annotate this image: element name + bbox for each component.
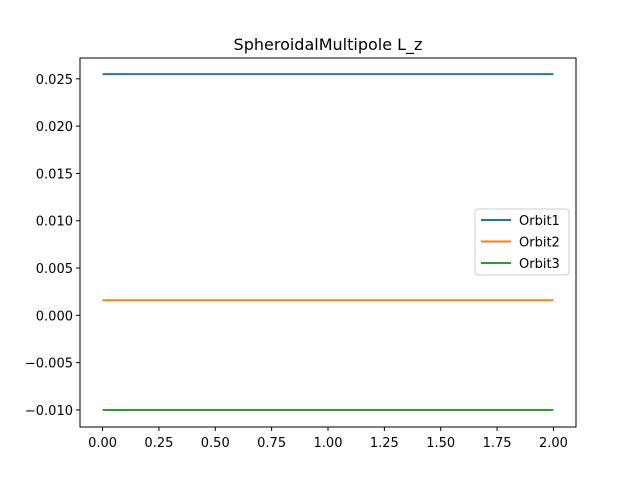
x-tick-label: 1.25 [370,436,399,451]
chart-title: SpheroidalMultipole L_z [234,35,423,55]
series-layer [102,73,554,411]
x-tick-label: 0.25 [144,436,173,451]
y-axis: −0.010 −0.005 0.000 0.005 0.010 0.015 0.020 0.0… [25,73,80,419]
x-tick-label: 2.00 [539,436,568,451]
y-tick-label: 0.025 [36,73,73,88]
x-tick-label: 1.75 [483,436,512,451]
legend-label-orbit2: Orbit2 [519,236,560,251]
y-tick-label: 0.015 [36,167,73,182]
y-tick-label: 0.010 [36,215,73,230]
y-tick-label: −0.010 [25,404,73,419]
legend: Orbit1 Orbit2 Orbit3 [474,208,570,276]
x-axis: 0.00 0.25 0.50 0.75 1.00 1.25 1.50 1.75 2.00 [88,427,568,451]
legend-label-orbit1: Orbit1 [519,214,560,229]
x-tick-label: 0.50 [201,436,230,451]
x-tick-label: 1.50 [426,436,455,451]
legend-box [474,208,570,276]
x-tick-label: 0.00 [88,436,117,451]
y-tick-label: 0.020 [36,120,73,135]
x-tick-label: 1.00 [314,436,343,451]
y-tick-label: 0.005 [36,262,73,277]
y-tick-label: 0.000 [36,309,73,324]
legend-label-orbit3: Orbit3 [519,257,560,272]
x-tick-label: 0.75 [257,436,286,451]
y-tick-label: −0.005 [25,357,73,372]
